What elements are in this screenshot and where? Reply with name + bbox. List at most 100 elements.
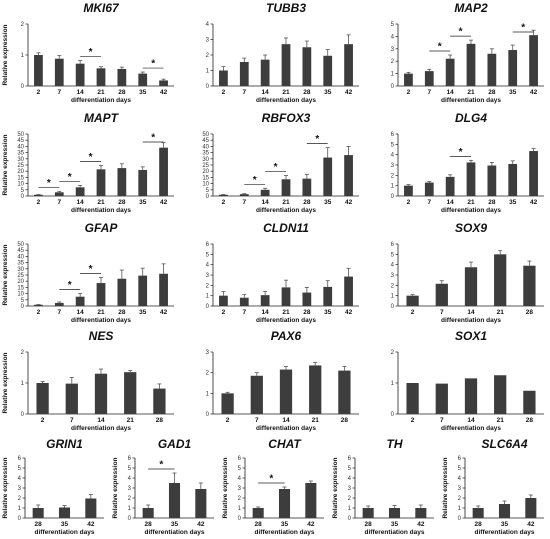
y-tick-label: 30 <box>17 267 24 273</box>
x-tick-label: 28 <box>488 199 496 206</box>
significance-star: * <box>89 264 93 275</box>
x-tick-label: 2 <box>222 199 226 206</box>
bar <box>96 283 106 306</box>
chart-panel-gfap: GFAP Relative expression 0 5 10 15 20 25 30 35 40 4… <box>0 220 178 328</box>
y-tick-label: 0 <box>21 84 25 90</box>
significance-star: * <box>459 27 463 38</box>
x-tick-label: 28 <box>303 309 311 316</box>
x-tick-label: 28 <box>526 309 534 316</box>
bar <box>487 165 497 196</box>
y-tick-label: 15 <box>202 175 209 181</box>
y-tick-label: 20 <box>202 169 209 175</box>
bar <box>117 278 127 306</box>
y-tick-label: 0 <box>21 194 25 200</box>
chart-panel-grin1: GRIN1 Relative expression 0 1 2 3 4 5 6 28 35 42 dif… <box>0 436 108 538</box>
bar <box>281 44 291 86</box>
x-tick-label: 7 <box>70 417 74 424</box>
y-tick-label: 1 <box>21 381 25 387</box>
bar <box>159 80 168 86</box>
x-axis-label: differentiation days <box>441 207 501 214</box>
chart-panel-chat: CHAT Relative expression 0 1 2 3 4 5 6 28 35 42 diff… <box>220 436 328 538</box>
x-tick-label: 35 <box>391 521 399 528</box>
x-tick-label: 2 <box>41 417 45 424</box>
chart-panel-map2: MAP2 0 1 2 3 4 5 2 7 14 21 28 35 42 differentiation da… <box>370 0 548 108</box>
y-tick-label: 1 <box>348 506 352 512</box>
x-tick-label: 14 <box>447 89 455 96</box>
y-tick-label: 4 <box>128 476 132 482</box>
bar <box>65 383 78 414</box>
significance-star: * <box>68 280 72 291</box>
bar <box>239 194 249 196</box>
bar <box>525 498 537 518</box>
x-tick-label: 14 <box>447 199 455 206</box>
x-tick-label: 21 <box>97 89 105 96</box>
y-tick-label: 0 <box>206 194 210 200</box>
y-tick-label: 0 <box>206 84 210 90</box>
y-tick-label: 35 <box>202 151 209 157</box>
bar <box>58 507 71 518</box>
y-tick-label: 5 <box>391 252 395 258</box>
chart-svg: GAD1 Relative expression 0 1 2 3 4 5 6 28 35 42diff… <box>112 437 214 536</box>
x-tick-label: 2 <box>411 417 415 424</box>
x-tick-label: 35 <box>509 89 517 96</box>
bar <box>138 73 148 86</box>
bar <box>54 302 64 306</box>
x-axis-label: differentiation days <box>256 317 316 324</box>
x-tick-label: 35 <box>324 89 332 96</box>
y-tick-label: 2 <box>206 371 210 377</box>
x-tick-label: 42 <box>197 521 205 528</box>
x-tick-label: 28 <box>488 89 496 96</box>
bar <box>252 508 264 518</box>
x-tick-label: 35 <box>61 521 69 528</box>
x-tick-label: 21 <box>282 309 290 316</box>
x-axis-label: differentiation days <box>441 317 501 324</box>
chart-title: GFAP <box>85 221 119 235</box>
y-tick-label: 0 <box>206 304 210 310</box>
bar <box>281 287 291 306</box>
chart-title: TH <box>387 437 403 451</box>
y-tick-label: 2 <box>391 59 395 65</box>
chart-panel-th: TH Relative expression 0 1 2 3 4 5 6 28 35 42 differ… <box>330 436 438 538</box>
x-tick-label: 14 <box>467 417 475 424</box>
x-tick-label: 21 <box>97 199 105 206</box>
bar <box>75 63 85 86</box>
bar <box>94 373 108 414</box>
x-tick-label: 42 <box>160 199 168 206</box>
significance-star: * <box>521 23 525 34</box>
x-axis-label: differentiation days <box>365 529 425 536</box>
y-tick-label: 5 <box>21 188 25 194</box>
x-tick-label: 35 <box>324 199 332 206</box>
x-tick-label: 35 <box>139 89 147 96</box>
x-tick-label: 35 <box>281 521 289 528</box>
significance-star: * <box>68 172 72 183</box>
bar <box>472 508 484 518</box>
x-tick-label: 2 <box>407 89 411 96</box>
bar <box>388 508 401 518</box>
bar <box>260 295 270 306</box>
x-tick-label: 28 <box>303 199 311 206</box>
y-tick-label: 25 <box>17 273 24 279</box>
bar <box>309 365 322 414</box>
y-tick-label: 2 <box>238 496 242 502</box>
y-tick-label: 0 <box>206 412 210 418</box>
y-tick-label: 4 <box>238 476 242 482</box>
y-tick-label: 2 <box>21 350 25 356</box>
chart-panel-sox1: SOX1 0 1 2 2 7 14 21 28 differentiation days <box>370 328 548 436</box>
bar <box>96 68 106 86</box>
x-tick-label: 2 <box>222 89 226 96</box>
bar <box>117 168 127 196</box>
y-axis-label: Relative expression <box>2 352 9 413</box>
y-tick-label: 1 <box>206 391 210 397</box>
x-tick-label: 7 <box>57 89 61 96</box>
y-tick-label: 15 <box>17 175 24 181</box>
x-tick-label: 14 <box>282 417 290 424</box>
y-tick-label: 3 <box>391 273 395 279</box>
chart-panel-mapt: MAPT Relative expression 0 5 10 15 20 25 30 35 40 4… <box>0 110 178 218</box>
y-tick-label: 0 <box>458 516 462 522</box>
bar <box>344 276 353 306</box>
x-tick-label: 28 <box>303 89 311 96</box>
y-tick-label: 1 <box>458 506 462 512</box>
y-tick-label: 10 <box>17 182 24 188</box>
y-tick-label: 6 <box>391 132 395 138</box>
